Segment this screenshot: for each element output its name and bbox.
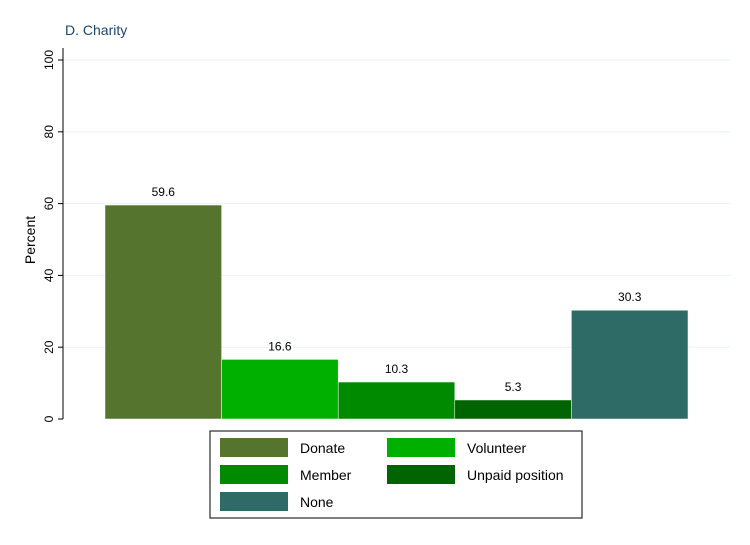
- legend-swatch: [220, 465, 288, 484]
- data-labels: 59.6 16.6 10.3 5.3 30.3: [152, 185, 642, 394]
- bars: [104, 204, 689, 420]
- y-axis-label: Percent: [22, 216, 38, 264]
- legend-swatch: [387, 465, 455, 484]
- bar-member: [337, 381, 456, 420]
- data-label: 10.3: [385, 362, 409, 376]
- bar-volunteer: [221, 359, 339, 420]
- legend-label: Donate: [300, 440, 345, 456]
- legend-swatch: [387, 438, 455, 457]
- legend-label: Unpaid position: [467, 467, 564, 483]
- legend-swatch: [220, 492, 288, 511]
- y-tick-label: 100: [42, 50, 56, 70]
- y-tick-label: 60: [42, 197, 56, 211]
- y-axis: 0 20 40 60 80 100: [42, 48, 64, 422]
- legend-label: None: [300, 494, 334, 510]
- legend: Donate Volunteer Member Unpaid position None: [209, 430, 583, 519]
- legend-label: Volunteer: [467, 440, 526, 456]
- chart-title: D. Charity: [65, 22, 127, 38]
- legend-swatch: [220, 438, 288, 457]
- y-tick-label: 40: [42, 268, 56, 282]
- data-label: 5.3: [505, 380, 522, 394]
- y-tick-label: 20: [42, 340, 56, 354]
- data-label: 30.3: [618, 290, 642, 304]
- bar-unpaid-position: [454, 399, 572, 420]
- bar-none: [571, 309, 689, 420]
- y-tick-label: 0: [42, 415, 56, 422]
- bar-donate: [104, 204, 222, 420]
- legend-label: Member: [300, 467, 352, 483]
- y-tick-label: 80: [42, 125, 56, 139]
- data-label: 59.6: [152, 185, 176, 199]
- data-label: 16.6: [268, 339, 292, 353]
